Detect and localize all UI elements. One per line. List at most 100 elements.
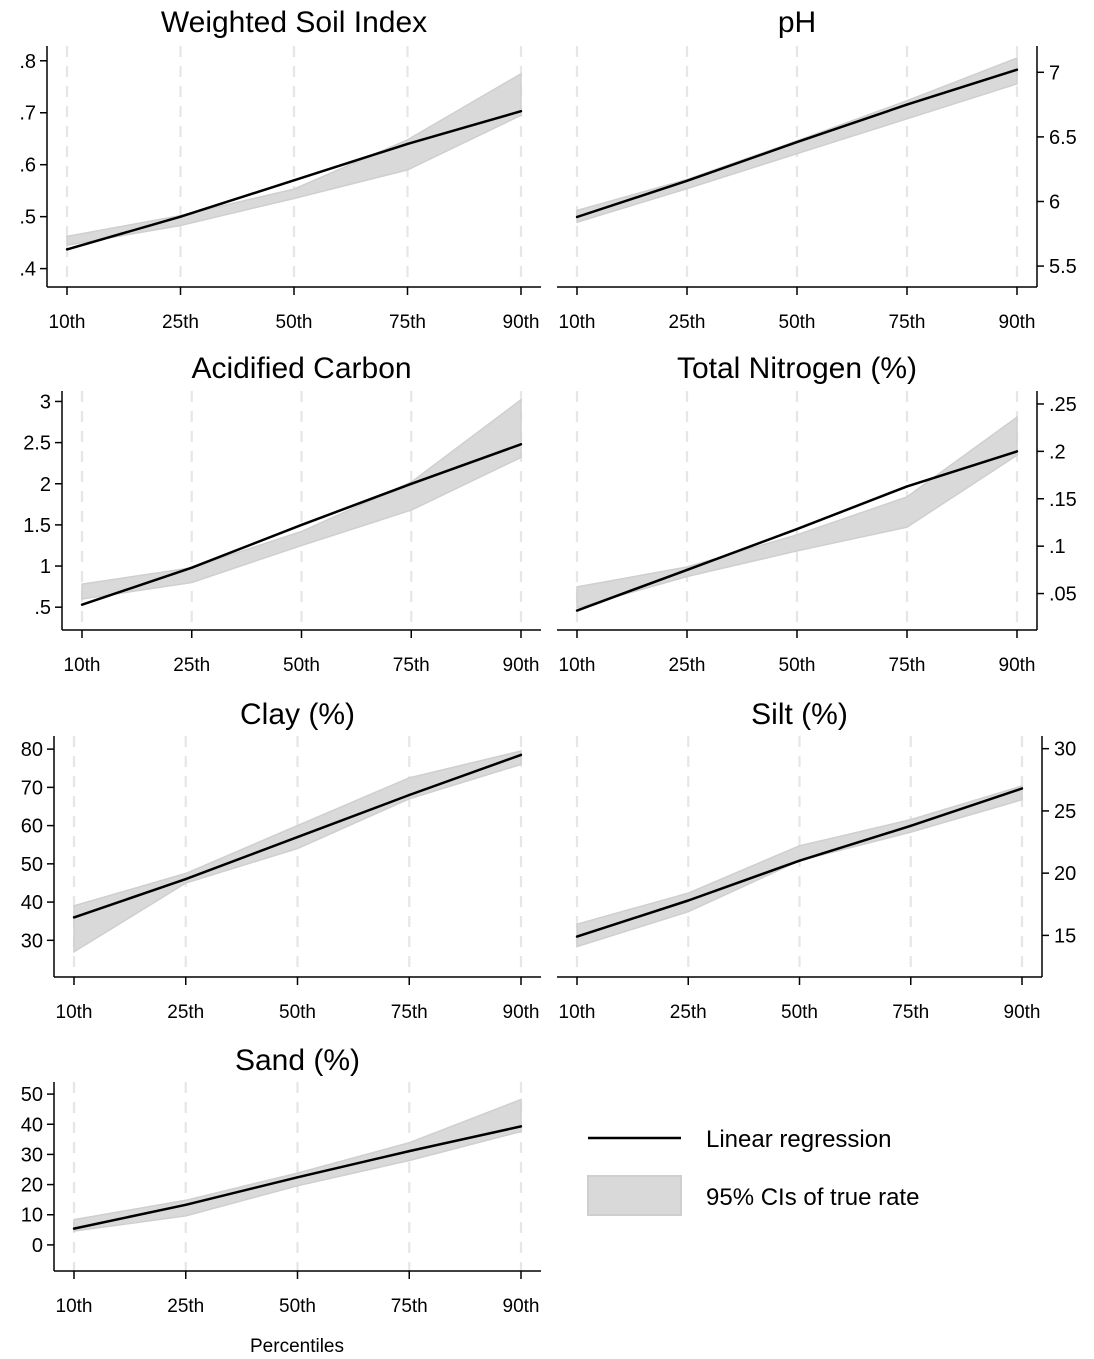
y-tick-label: .25	[1049, 394, 1077, 416]
panel-title: Acidified Carbon	[191, 352, 411, 385]
x-tick-label: 75th	[889, 312, 926, 333]
y-tick-label: 0	[32, 1235, 43, 1257]
y-tick-label: 6.5	[1049, 127, 1077, 149]
x-tick-label: 75th	[393, 655, 430, 676]
y-tick-label: 40	[21, 1114, 43, 1136]
y-tick-label: .5	[19, 207, 36, 229]
regression-point-75th	[905, 103, 909, 106]
y-tick-label: .5	[34, 597, 51, 619]
y-tick-label: 20	[1054, 863, 1076, 885]
regression-point-10th	[80, 603, 84, 606]
x-tick-label: 90th	[503, 655, 540, 676]
x-tick-label: 90th	[503, 1296, 540, 1317]
regression-point-50th	[300, 523, 303, 527]
x-tick-label: 10th	[559, 1002, 596, 1023]
ci-band	[66, 72, 522, 247]
y-tick-label: 1	[40, 556, 51, 578]
x-tick-label: 75th	[391, 1002, 428, 1023]
legend-band-label: 95% CIs of true rate	[706, 1184, 919, 1211]
regression-point-75th	[408, 793, 411, 797]
regression-point-10th	[575, 609, 579, 612]
legend: Linear regression 95% CIs of true rate	[587, 1126, 919, 1216]
regression-point-90th	[519, 753, 523, 757]
chart-panels: Weighted Soil Index 10th 25th 50th 75th 90th.…	[19, 6, 1077, 1317]
regression-point-50th	[292, 179, 296, 182]
panel-title: pH	[778, 6, 816, 39]
panel-total-nitrogen: Total Nitrogen (%) 10th 25th 50th 75th 90th .0…	[557, 352, 1077, 676]
x-tick-label: 50th	[283, 655, 320, 676]
y-tick-label: .4	[19, 259, 36, 281]
ci-band	[576, 415, 1018, 609]
y-tick-label: .1	[1049, 536, 1066, 558]
x-tick-label: 10th	[56, 1002, 93, 1023]
regression-point-25th	[179, 215, 182, 218]
x-tick-label: 50th	[779, 312, 816, 333]
regression-point-50th	[296, 835, 299, 839]
x-tick-label: 90th	[1004, 1002, 1041, 1023]
regression-point-50th	[798, 859, 801, 862]
x-tick-label: 90th	[503, 1002, 540, 1023]
regression-point-50th	[795, 140, 799, 144]
x-tick-label: 90th	[999, 655, 1036, 676]
x-tick-label: 25th	[167, 1296, 204, 1317]
regression-point-25th	[184, 1203, 187, 1206]
regression-point-10th	[65, 248, 69, 251]
ci-band	[576, 57, 1018, 224]
x-tick-label: 25th	[670, 1002, 707, 1023]
panel-title: Clay (%)	[240, 698, 355, 731]
regression-point-50th	[296, 1176, 299, 1179]
y-tick-label: 20	[21, 1175, 43, 1197]
x-tick-label: 25th	[173, 655, 210, 676]
regression-point-75th	[909, 824, 912, 828]
regression-point-10th	[575, 935, 579, 938]
panel-clay: Clay (%) 10th 25th 50th 75th 90th 30 40 50 60 70 80	[21, 698, 541, 1023]
y-tick-label: 30	[21, 1144, 43, 1166]
panel-title: Sand (%)	[235, 1044, 360, 1077]
x-tick-label: 25th	[167, 1002, 204, 1023]
y-tick-label: 50	[21, 854, 43, 876]
regression-point-25th	[184, 877, 187, 881]
panel-sand: Sand (%) 10th 25th 50th 75th 90th 0 10 20 30 40 50	[21, 1044, 541, 1317]
y-tick-label: 10	[21, 1205, 43, 1227]
y-tick-label: .7	[19, 103, 36, 125]
regression-point-90th	[1015, 68, 1019, 71]
y-tick-label: .2	[1049, 441, 1066, 463]
y-tick-label: 2	[40, 474, 51, 496]
x-tick-label: 90th	[999, 312, 1036, 333]
y-tick-label: 7	[1049, 62, 1060, 84]
regression-point-75th	[410, 482, 413, 485]
regression-point-75th	[905, 485, 909, 488]
x-tick-label: 25th	[669, 312, 706, 333]
y-tick-label: .6	[19, 155, 36, 177]
panel-title: Weighted Soil Index	[161, 6, 427, 39]
y-tick-label: 80	[21, 739, 43, 761]
x-tick-label: 25th	[669, 655, 706, 676]
legend-band-swatch	[587, 1175, 682, 1216]
panel-weighted-soil-index: Weighted Soil Index 10th 25th 50th 75th 90th.…	[19, 6, 541, 333]
legend-line-label: Linear regression	[706, 1126, 891, 1153]
panel-title: Total Nitrogen (%)	[677, 352, 917, 385]
regression-point-90th	[1015, 450, 1019, 453]
y-tick-label: 1.5	[23, 515, 51, 537]
y-tick-label: 25	[1054, 801, 1076, 823]
x-tick-label: 75th	[391, 1296, 428, 1317]
x-tick-label: 50th	[276, 312, 313, 333]
x-tick-label: 75th	[389, 312, 426, 333]
y-tick-label: 30	[1054, 739, 1076, 761]
panel-acidified-carbon: Acidified Carbon 10th 25th 50th 75th 90th .5 1 1…	[23, 352, 541, 676]
y-tick-label: 6	[1049, 191, 1060, 213]
x-tick-label: 25th	[162, 312, 199, 333]
x-tick-label: 75th	[892, 1002, 929, 1023]
panel-title: Silt (%)	[751, 698, 848, 731]
regression-point-90th	[1020, 787, 1024, 790]
x-tick-label: 10th	[559, 655, 596, 676]
y-tick-label: 5.5	[1049, 256, 1077, 278]
y-tick-label: 30	[21, 930, 43, 952]
regression-point-90th	[519, 443, 523, 446]
regression-point-10th	[575, 215, 579, 219]
y-tick-label: 70	[21, 777, 43, 799]
x-tick-label: 10th	[49, 312, 86, 333]
x-tick-label: 10th	[64, 655, 101, 676]
x-axis-title: Percentiles	[250, 1336, 344, 1357]
